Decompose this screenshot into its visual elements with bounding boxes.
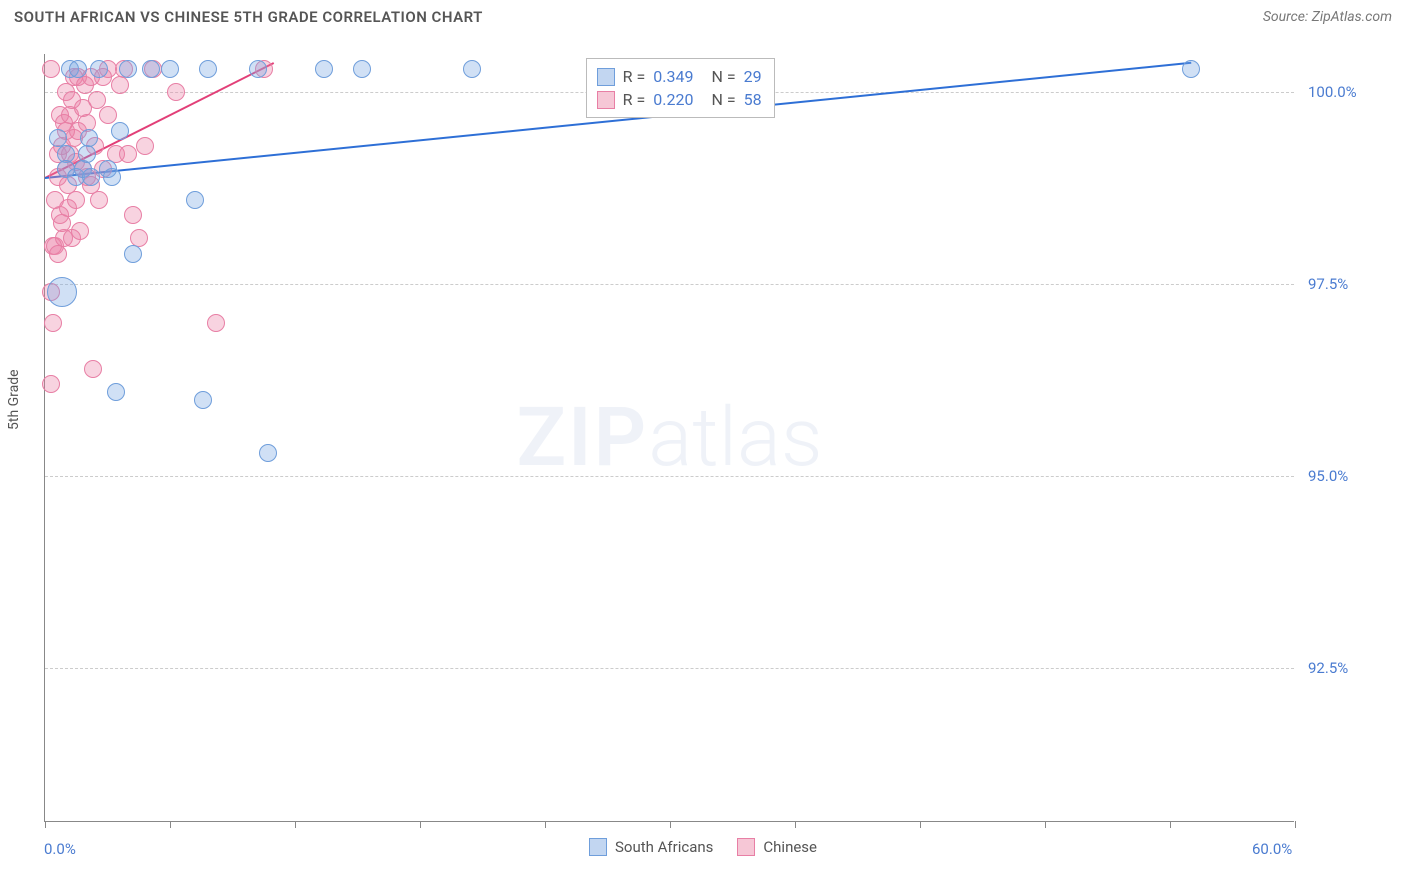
watermark: ZIPatlas	[516, 390, 822, 486]
south_africans-point	[194, 391, 212, 409]
x-tick-label: 60.0%	[1252, 840, 1292, 858]
south_africans-point	[161, 60, 179, 78]
chart-plot-area: ZIPatlas	[44, 54, 1294, 822]
chinese-point	[124, 206, 142, 224]
r-label: R =	[623, 90, 646, 109]
chinese-point	[84, 360, 102, 378]
x-tick	[170, 821, 171, 828]
x-tick	[920, 821, 921, 828]
south_africans-point	[199, 60, 217, 78]
chinese-point	[90, 191, 108, 209]
n-value: 29	[744, 67, 762, 86]
south_africans-point	[249, 60, 267, 78]
south_africans-point	[82, 168, 100, 186]
n-value: 58	[744, 90, 762, 109]
chinese-point	[42, 375, 60, 393]
y-tick-label: 100.0%	[1308, 83, 1357, 101]
watermark-atlas: atlas	[648, 390, 822, 486]
watermark-zip: ZIP	[516, 390, 648, 486]
gridline	[45, 668, 1294, 669]
stats-legend-row: R = 0.220 N = 58	[597, 88, 762, 111]
gridline	[45, 284, 1294, 285]
stats-legend: R = 0.349 N = 29 R = 0.220 N = 58	[586, 58, 775, 118]
legend-swatch	[737, 838, 755, 856]
chinese-point	[42, 60, 60, 78]
south_africans-point	[103, 168, 121, 186]
south_africans-point	[78, 145, 96, 163]
gridline	[45, 476, 1294, 477]
south_africans-point	[80, 129, 98, 147]
chinese-point	[44, 314, 62, 332]
r-value: 0.349	[653, 67, 693, 86]
legend-swatch	[589, 838, 607, 856]
y-tick-label: 92.5%	[1308, 659, 1348, 677]
x-tick	[295, 821, 296, 828]
south_africans-point	[124, 245, 142, 263]
r-value: 0.220	[653, 90, 693, 109]
legend-item: Chinese	[737, 838, 817, 856]
chinese-point	[49, 245, 67, 263]
south_africans-point	[315, 60, 333, 78]
south_africans-point	[69, 60, 87, 78]
legend-label: South Africans	[615, 838, 713, 856]
n-label: N =	[711, 67, 735, 86]
chinese-point	[119, 145, 137, 163]
y-axis-label: 5th Grade	[6, 369, 22, 430]
legend-swatch	[597, 68, 615, 86]
chinese-point	[71, 222, 89, 240]
n-label: N =	[711, 90, 735, 109]
x-tick	[670, 821, 671, 828]
south_africans-point	[90, 60, 108, 78]
y-tick-label: 97.5%	[1308, 275, 1348, 293]
chinese-point	[99, 106, 117, 124]
south_africans-point	[142, 60, 160, 78]
south_africans-point	[463, 60, 481, 78]
south_africans-point	[107, 383, 125, 401]
x-tick-label: 0.0%	[44, 840, 76, 858]
south_africans-point	[47, 277, 77, 307]
y-tick-label: 95.0%	[1308, 467, 1348, 485]
chart-header: SOUTH AFRICAN VS CHINESE 5TH GRADE CORRE…	[0, 0, 1406, 32]
stats-legend-row: R = 0.349 N = 29	[597, 65, 762, 88]
x-tick	[420, 821, 421, 828]
legend-label: Chinese	[763, 838, 817, 856]
south_africans-point	[1182, 60, 1200, 78]
south_africans-point	[119, 60, 137, 78]
chinese-point	[207, 314, 225, 332]
legend-swatch	[597, 91, 615, 109]
chinese-point	[136, 137, 154, 155]
chinese-point	[111, 76, 129, 94]
south_africans-point	[111, 122, 129, 140]
x-tick	[45, 821, 46, 828]
x-tick	[545, 821, 546, 828]
r-label: R =	[623, 67, 646, 86]
chart-source: Source: ZipAtlas.com	[1263, 9, 1392, 25]
south_africans-point	[186, 191, 204, 209]
legend-item: South Africans	[589, 838, 713, 856]
x-tick	[1295, 821, 1296, 828]
chinese-point	[167, 83, 185, 101]
south_africans-point	[259, 444, 277, 462]
bottom-legend: South Africans Chinese	[0, 838, 1406, 856]
x-tick	[1170, 821, 1171, 828]
x-tick	[795, 821, 796, 828]
south_africans-point	[353, 60, 371, 78]
chart-title: SOUTH AFRICAN VS CHINESE 5TH GRADE CORRE…	[14, 8, 483, 26]
chinese-point	[67, 191, 85, 209]
x-tick	[1045, 821, 1046, 828]
